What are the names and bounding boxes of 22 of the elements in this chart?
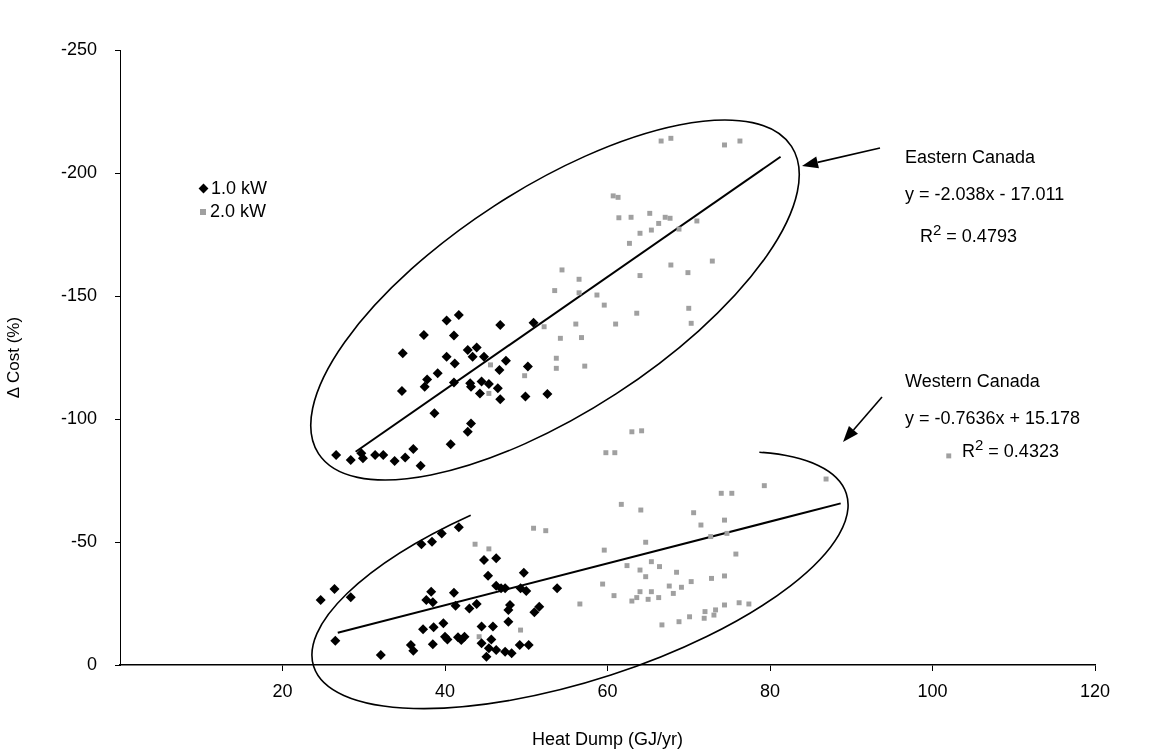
annotation: y = -0.7636x + 15.178 <box>905 408 1081 429</box>
y-tick-label: -50 <box>70 530 97 551</box>
x-tick-label: 80 <box>759 680 781 701</box>
x-tick-label: 120 <box>1079 680 1111 701</box>
y-tick-label: -200 <box>60 161 97 182</box>
y-axis-title: Δ Cost (%) <box>3 316 23 399</box>
annotation: Western Canada <box>905 371 1040 392</box>
annotation: Eastern Canada <box>905 147 1036 168</box>
y-tick-label: 0 <box>86 653 97 674</box>
y-tick-label: -150 <box>60 284 97 305</box>
annotation: y = -2.038x - 17.011 <box>905 184 1065 205</box>
x-tick-label: 20 <box>272 680 293 701</box>
x-tick-label: 100 <box>917 680 948 701</box>
annotation: R$^{2}$ = 0.4793 <box>920 221 1017 247</box>
legend-label: 2.0 kW <box>210 201 267 222</box>
legend-label: 1.0 kW <box>211 178 268 199</box>
x-axis-title: Heat Dump (GJ/yr) <box>531 729 684 750</box>
y-tick-label: -100 <box>60 407 97 428</box>
x-tick-label: 60 <box>597 680 618 701</box>
x-tick-label: 40 <box>434 680 456 701</box>
y-tick-label: -250 <box>60 38 97 59</box>
annotation: R$^{2}$ = 0.4323 <box>962 436 1059 462</box>
